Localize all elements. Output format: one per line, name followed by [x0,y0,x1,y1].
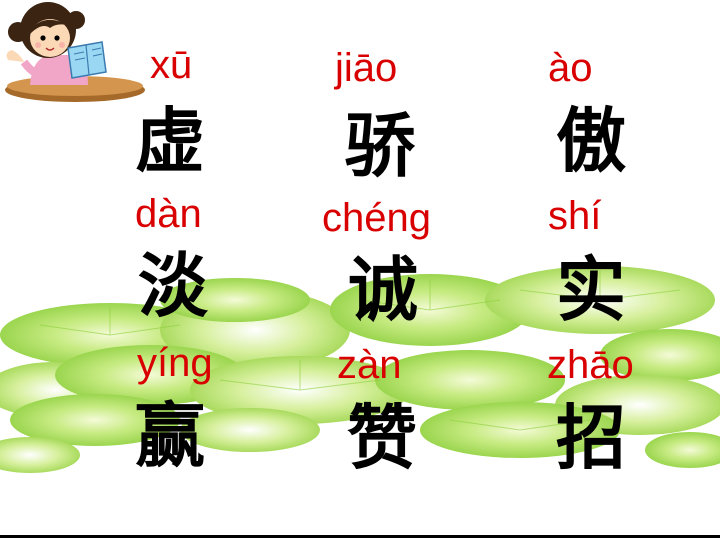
hanzi-xu: 虚 [135,100,205,182]
pinyin-ying: yíng [137,341,213,385]
hanzi-jiao: 骄 [345,105,415,187]
hanzi-cheng: 诚 [348,249,418,331]
reading-girl-icon [5,2,145,102]
pinyin-zhao: zhāo [547,343,634,387]
pinyin-jiao: jiāo [335,46,398,90]
pinyin-ao: ào [548,46,593,90]
hanzi-dan: 淡 [138,245,208,327]
pinyin-xu: xū [150,43,193,87]
hanzi-zhao: 招 [556,397,626,479]
pinyin-zan: zàn [337,343,402,387]
pinyin-cheng: chéng [322,196,431,240]
hanzi-zan: 赞 [347,397,417,479]
bottom-border [0,535,720,538]
pinyin-dan: dàn [135,192,202,236]
pinyin-shi: shí [548,194,602,238]
hanzi-ying: 赢 [135,395,205,477]
hanzi-shi: 实 [556,249,626,331]
hanzi-ao: 傲 [556,100,626,182]
